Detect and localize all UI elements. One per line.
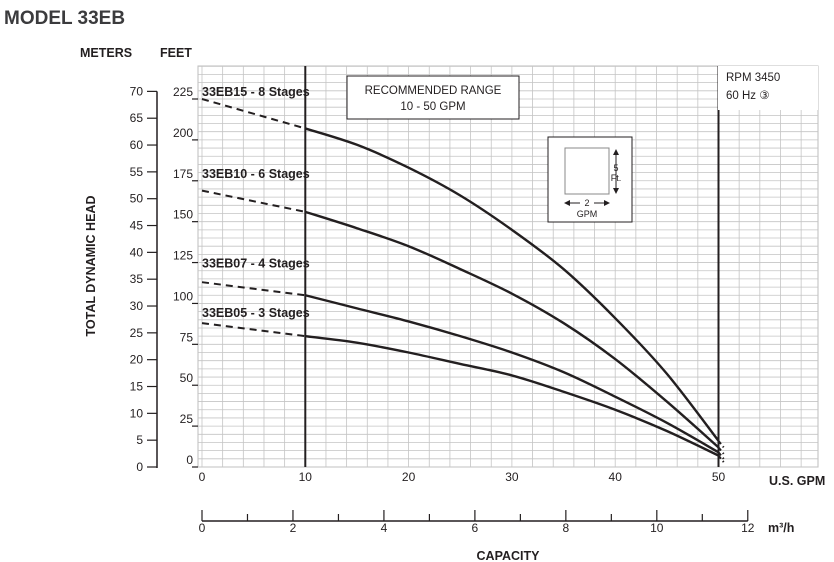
curve-3	[305, 294, 720, 454]
meters-tick-label: 35	[130, 272, 144, 286]
y-axis-label: TOTAL DYNAMIC HEAD	[84, 196, 98, 337]
meters-tick-label: 40	[130, 245, 144, 259]
meters-tick-label: 0	[136, 460, 143, 474]
meters-axis-header: METERS	[80, 46, 132, 60]
feet-tick-label: 75	[180, 330, 194, 344]
gpm-tick-label: 20	[402, 470, 416, 484]
m3h-axis: 0 2 4 6 8 10 12	[199, 510, 755, 535]
meters-tick-label: 5	[136, 433, 143, 447]
meters-tick-label: 15	[130, 380, 144, 394]
curve-tail-4	[717, 454, 725, 463]
feet-tick-label: 225	[173, 85, 193, 99]
meters-tick-label: 20	[130, 353, 144, 367]
m3h-tick-label: 10	[650, 521, 664, 535]
meters-tick-label: 30	[130, 299, 144, 313]
plot-area	[197, 65, 819, 468]
feet-tick-label: 0	[186, 453, 193, 467]
m3h-tick-label: 8	[563, 521, 570, 535]
curve-extension-1	[201, 98, 306, 130]
feet-tick-label: 25	[180, 412, 194, 426]
plot-grid	[197, 65, 819, 468]
grid-key-box: 5 Ft. 2 GPM	[547, 136, 633, 223]
series-label: 33EB10 - 6 Stages	[202, 167, 310, 181]
series-label: 33EB15 - 8 Stages	[202, 85, 310, 99]
gpm-tick-label: 40	[609, 470, 623, 484]
recommended-range-box: RECOMMENDED RANGE 10 - 50 GPM	[346, 75, 520, 120]
gpm-unit-label: U.S. GPM	[769, 474, 825, 488]
feet-tick-label: 200	[173, 126, 193, 140]
m3h-tick-label: 12	[741, 521, 755, 535]
meters-tick-label: 65	[130, 111, 144, 125]
meters-tick-label: 50	[130, 192, 144, 206]
rating-hz: 60 Hz ③	[726, 90, 770, 102]
rating-rpm: RPM 3450	[726, 72, 780, 84]
feet-axis-header: FEET	[160, 46, 192, 60]
grid-key-height-unit: Ft.	[611, 173, 622, 183]
curve-2	[304, 210, 720, 449]
meters-tick-label: 25	[130, 326, 144, 340]
meters-tick-label: 70	[130, 84, 144, 98]
m3h-tick-label: 6	[472, 521, 479, 535]
series-labels: 33EB15 - 8 Stages 33EB10 - 6 Stages 33EB07…	[202, 85, 310, 320]
curve-extension-4	[201, 322, 306, 338]
m3h-tick-label: 2	[290, 521, 297, 535]
m3h-tick-label: 4	[381, 521, 388, 535]
curve-tail-3	[717, 451, 725, 460]
curve-1	[304, 127, 720, 442]
grid-key-height: 5	[613, 163, 618, 173]
pump-curves	[201, 98, 725, 463]
feet-tick-label: 150	[173, 208, 193, 222]
gpm-tick-label: 10	[299, 470, 313, 484]
m3h-unit-label: m³/h	[768, 521, 794, 535]
feet-tick-label: 125	[173, 249, 193, 263]
recommended-range-line1: RECOMMENDED RANGE	[365, 85, 502, 97]
x-axis-label: CAPACITY	[477, 549, 541, 562]
meters-tick-label: 55	[130, 165, 144, 179]
recommended-range-line2: 10 - 50 GPM	[400, 101, 465, 113]
curve-tail-2	[717, 446, 725, 455]
curve-4	[305, 334, 720, 457]
chart-title: MODEL 33EB	[4, 8, 125, 29]
gpm-axis: 0 10 20 30 40 50	[199, 470, 726, 484]
meters-axis: 0 5 10 15 20 25 30 35 40 45 50 55 60 65 70	[130, 84, 158, 474]
feet-tick-label: 175	[173, 167, 193, 181]
rating-box: RPM 3450 60 Hz ③	[718, 66, 818, 110]
feet-axis: 0 25 50 75 100 125 150 175 200 225	[173, 85, 198, 468]
m3h-tick-label: 0	[199, 521, 206, 535]
grid-key-width-unit: GPM	[577, 209, 598, 219]
curve-extension-3	[201, 281, 306, 297]
meters-tick-label: 10	[130, 406, 144, 420]
meters-tick-label: 60	[130, 138, 144, 152]
curve-tail-1	[717, 440, 725, 448]
gpm-tick-label: 30	[505, 470, 519, 484]
series-label: 33EB07 - 4 Stages	[202, 257, 310, 271]
feet-tick-label: 100	[173, 289, 193, 303]
meters-tick-label: 45	[130, 219, 144, 233]
feet-tick-label: 50	[180, 371, 194, 385]
gpm-tick-label: 0	[199, 470, 206, 484]
gpm-tick-label: 50	[712, 470, 726, 484]
grid-key-width: 2	[584, 198, 589, 208]
series-label: 33EB05 - 3 Stages	[202, 306, 310, 320]
curve-extension-2	[201, 189, 306, 213]
